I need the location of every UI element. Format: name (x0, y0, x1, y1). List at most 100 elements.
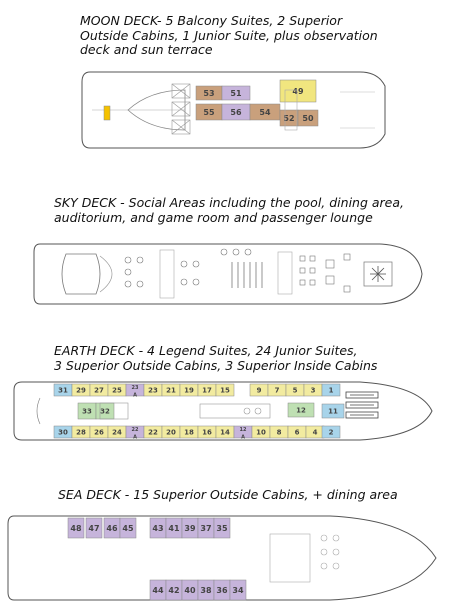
svg-text:1: 1 (329, 387, 334, 395)
svg-text:12: 12 (240, 427, 247, 433)
cabin-26: 26 (89, 425, 109, 439)
cabin-2: 2 (321, 425, 341, 439)
cabin-28: 28 (71, 425, 91, 439)
cabin-20: 20 (161, 425, 181, 439)
cabin-56: 56 (221, 103, 251, 121)
earth-caption-line-2: 3 Superior Outside Cabins, 3 Superior In… (54, 357, 378, 373)
svg-text:12: 12 (296, 407, 306, 415)
cabin-32: 32 (95, 402, 115, 420)
svg-text:15: 15 (220, 387, 230, 395)
cabin-5: 5 (285, 383, 305, 397)
moon-caption-line-1: MOON DECK- 5 Balcony Suites, 2 Superior (80, 13, 343, 28)
svg-text:43: 43 (152, 524, 163, 533)
cabin-52: 52 (279, 109, 299, 127)
cabin-54: 54 (249, 103, 281, 121)
moon-caption-line-3: deck and sun terrace (80, 42, 213, 57)
cabin-50: 50 (297, 109, 319, 127)
cabin-38: 38 (197, 579, 215, 601)
moon-deck-plan: 53 51 49 55 56 54 52 50 (81, 71, 386, 149)
sky-deck-caption: SKY DECK - Social Areas including the po… (54, 195, 404, 225)
svg-text:31: 31 (58, 387, 68, 395)
cabin-35: 35 (213, 517, 231, 539)
earth-tender-icons (345, 391, 379, 419)
sea-deck-plan: 48 47 46 45 43 41 39 37 35 44 42 40 38 36 34 (7, 515, 437, 601)
svg-text:55: 55 (203, 108, 215, 117)
cabin-1: 1 (321, 383, 341, 397)
cabin-31: 31 (53, 383, 73, 397)
cabin-4: 4 (305, 425, 325, 439)
cabin-55: 55 (195, 103, 223, 121)
cabin-12: 12 (287, 402, 315, 418)
sky-auditorium-seating (231, 262, 263, 288)
cabin-34: 34 (229, 579, 247, 601)
cabin-18: 18 (179, 425, 199, 439)
cabin-22: 22 (143, 425, 163, 439)
cabin-41: 41 (165, 517, 183, 539)
cabin-43: 43 (149, 517, 167, 539)
svg-text:35: 35 (216, 524, 228, 533)
cabin-45: 45 (119, 517, 137, 539)
svg-text:A: A (133, 434, 137, 440)
svg-text:49: 49 (292, 87, 304, 96)
moon-cabins: 53 51 49 55 56 54 52 50 (195, 79, 319, 127)
cabin-44: 44 (149, 579, 167, 601)
svg-text:20: 20 (166, 429, 176, 437)
svg-text:8: 8 (277, 429, 282, 437)
cabin-47: 47 (85, 517, 103, 539)
cabin-23a: 23A (125, 383, 145, 398)
cabin-51: 51 (221, 85, 251, 101)
svg-text:32: 32 (100, 408, 110, 416)
cabin-3: 3 (303, 383, 323, 397)
svg-text:41: 41 (168, 524, 180, 533)
sea-deck-caption: SEA DECK - 15 Superior Outside Cabins, +… (58, 487, 398, 503)
earth-caption-line-1: EARTH DECK - 4 Legend Suites, 24 Junior … (54, 343, 358, 358)
cabin-8: 8 (269, 425, 289, 439)
svg-text:16: 16 (202, 429, 212, 437)
svg-text:33: 33 (82, 408, 92, 416)
svg-text:36: 36 (216, 586, 228, 595)
svg-text:40: 40 (184, 586, 196, 595)
cabin-24: 24 (107, 425, 127, 439)
cabin-10: 10 (251, 425, 271, 439)
cabin-7: 7 (267, 383, 287, 397)
svg-text:34: 34 (232, 586, 244, 595)
sea-bottom-row: 44 42 40 38 36 34 (149, 579, 247, 601)
cabin-33: 33 (77, 402, 97, 420)
sea-caption-line-1: SEA DECK - 15 Superior Outside Cabins, +… (58, 487, 398, 502)
cabin-27: 27 (89, 383, 109, 397)
svg-text:23: 23 (132, 385, 139, 391)
svg-text:27: 27 (94, 387, 104, 395)
cabin-14: 14 (215, 425, 235, 439)
cabin-19: 19 (179, 383, 199, 397)
svg-text:54: 54 (259, 108, 271, 117)
svg-text:5: 5 (293, 387, 298, 395)
sky-pool (61, 253, 101, 295)
earth-deck-caption: EARTH DECK - 4 Legend Suites, 24 Junior … (54, 343, 378, 373)
cabin-29: 29 (71, 383, 91, 397)
earth-deck-outline (13, 381, 433, 441)
svg-text:28: 28 (76, 429, 86, 437)
svg-text:4: 4 (313, 429, 318, 437)
svg-text:11: 11 (328, 408, 338, 416)
svg-text:2: 2 (329, 429, 334, 437)
cabin-49: 49 (279, 79, 317, 103)
cabin-39: 39 (181, 517, 199, 539)
sky-deck-plan (33, 243, 423, 305)
sea-dining-area (269, 533, 340, 583)
svg-text:38: 38 (200, 586, 212, 595)
cabin-42: 42 (165, 579, 183, 601)
svg-text:51: 51 (230, 89, 242, 98)
svg-text:50: 50 (302, 114, 314, 123)
cabin-30: 30 (53, 425, 73, 439)
cabin-25: 25 (107, 383, 127, 397)
svg-text:A: A (241, 434, 245, 440)
svg-text:29: 29 (76, 387, 86, 395)
svg-text:3: 3 (311, 387, 316, 395)
cabin-36: 36 (213, 579, 231, 601)
svg-text:26: 26 (94, 429, 104, 437)
svg-text:25: 25 (112, 387, 122, 395)
cabin-22a: 22A (125, 425, 145, 440)
